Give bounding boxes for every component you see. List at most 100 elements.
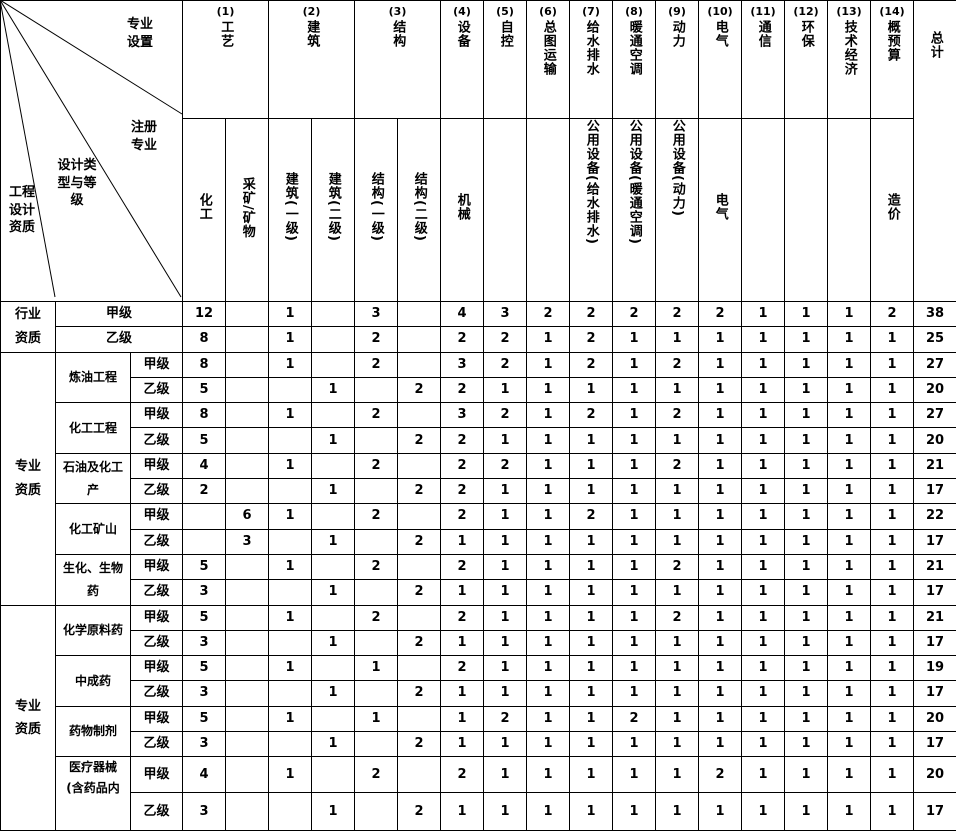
value-cell: 5 [183,428,226,453]
value-cell: 3 [183,681,226,706]
value-cell: 2 [441,757,484,793]
value-cell: 1 [613,757,656,793]
specialty-name: 环保 [797,20,815,48]
value-cell: 1 [656,580,699,605]
value-cell: 2 [527,302,570,327]
value-cell: 1 [828,681,871,706]
value-cell: 1 [785,605,828,630]
design-type-label: 化工矿山 [56,504,131,555]
value-cell [312,656,355,681]
value-cell: 3 [183,793,226,831]
value-cell: 1 [312,479,355,504]
value-cell: 1 [269,706,312,731]
grade-cell: 乙级 [131,732,183,757]
value-cell: 1 [656,327,699,352]
value-cell [226,403,269,428]
value-cell: 1 [828,453,871,478]
value-cell: 1 [570,554,613,579]
value-cell: 1 [527,630,570,655]
value-cell: 2 [398,580,441,605]
value-cell [398,554,441,579]
section-label: 专业资质 [1,352,56,605]
value-cell: 2 [570,352,613,377]
registered-name: 造价 [883,193,901,221]
specialty-number: (13) [828,5,870,19]
value-cell [269,377,312,402]
value-cell: 1 [871,554,914,579]
value-cell: 1 [742,529,785,554]
value-cell: 3 [183,732,226,757]
value-cell: 1 [656,681,699,706]
value-cell: 1 [742,630,785,655]
value-cell: 1 [613,656,656,681]
total-cell: 17 [914,681,956,706]
value-cell: 1 [828,793,871,831]
value-cell: 1 [828,529,871,554]
specialty-name: 暖通空调 [625,20,643,76]
specialty-header: (8)暖通空调 [613,1,656,119]
value-cell: 1 [871,757,914,793]
registered-header: 结构(一级) [355,119,398,302]
value-cell: 2 [656,403,699,428]
value-cell: 1 [269,757,312,793]
specialty-name: 设备 [453,20,471,48]
value-cell: 2 [355,554,398,579]
value-cell [312,403,355,428]
value-cell: 2 [398,428,441,453]
grade-cell: 甲级 [131,605,183,630]
registered-header: 机械 [441,119,484,302]
registered-header: 电气 [699,119,742,302]
value-cell: 3 [484,302,527,327]
specialty-header: (2)建筑 [269,1,355,119]
value-cell [226,605,269,630]
value-cell [355,377,398,402]
total-header: 总计 [914,1,956,302]
registered-name: 建筑(二级) [324,172,342,242]
value-cell [398,453,441,478]
value-cell [398,504,441,529]
value-cell [355,681,398,706]
value-cell: 2 [699,302,742,327]
value-cell: 2 [183,479,226,504]
value-cell [269,630,312,655]
value-cell: 1 [828,504,871,529]
value-cell: 1 [613,479,656,504]
registered-header [742,119,785,302]
registered-header: 建筑(二级) [312,119,355,302]
value-cell: 1 [484,605,527,630]
value-cell [398,327,441,352]
value-cell: 1 [871,529,914,554]
value-cell: 1 [527,706,570,731]
design-type-label: 炼油工程 [56,352,131,403]
value-cell: 1 [269,302,312,327]
value-cell: 1 [742,793,785,831]
value-cell: 1 [656,377,699,402]
value-cell: 1 [785,630,828,655]
value-cell: 1 [656,732,699,757]
value-cell: 1 [441,793,484,831]
corner-label-design-type: 设计类型与等级 [52,157,102,210]
value-cell: 1 [570,757,613,793]
value-cell: 1 [742,377,785,402]
total-cell: 17 [914,732,956,757]
value-cell: 1 [613,630,656,655]
value-cell [226,554,269,579]
value-cell: 1 [484,504,527,529]
value-cell: 1 [527,403,570,428]
value-cell: 3 [183,580,226,605]
value-cell [312,706,355,731]
value-cell: 1 [527,554,570,579]
value-cell: 1 [699,377,742,402]
registered-header: 公用设备(给水排水) [570,119,613,302]
value-cell: 1 [527,656,570,681]
specialty-header: (6)总图运输 [527,1,570,119]
value-cell: 1 [699,732,742,757]
specialty-name: 给水排水 [582,20,600,76]
value-cell: 1 [613,529,656,554]
value-cell [269,428,312,453]
value-cell: 1 [441,580,484,605]
value-cell [355,529,398,554]
grade-cell: 乙级 [131,428,183,453]
